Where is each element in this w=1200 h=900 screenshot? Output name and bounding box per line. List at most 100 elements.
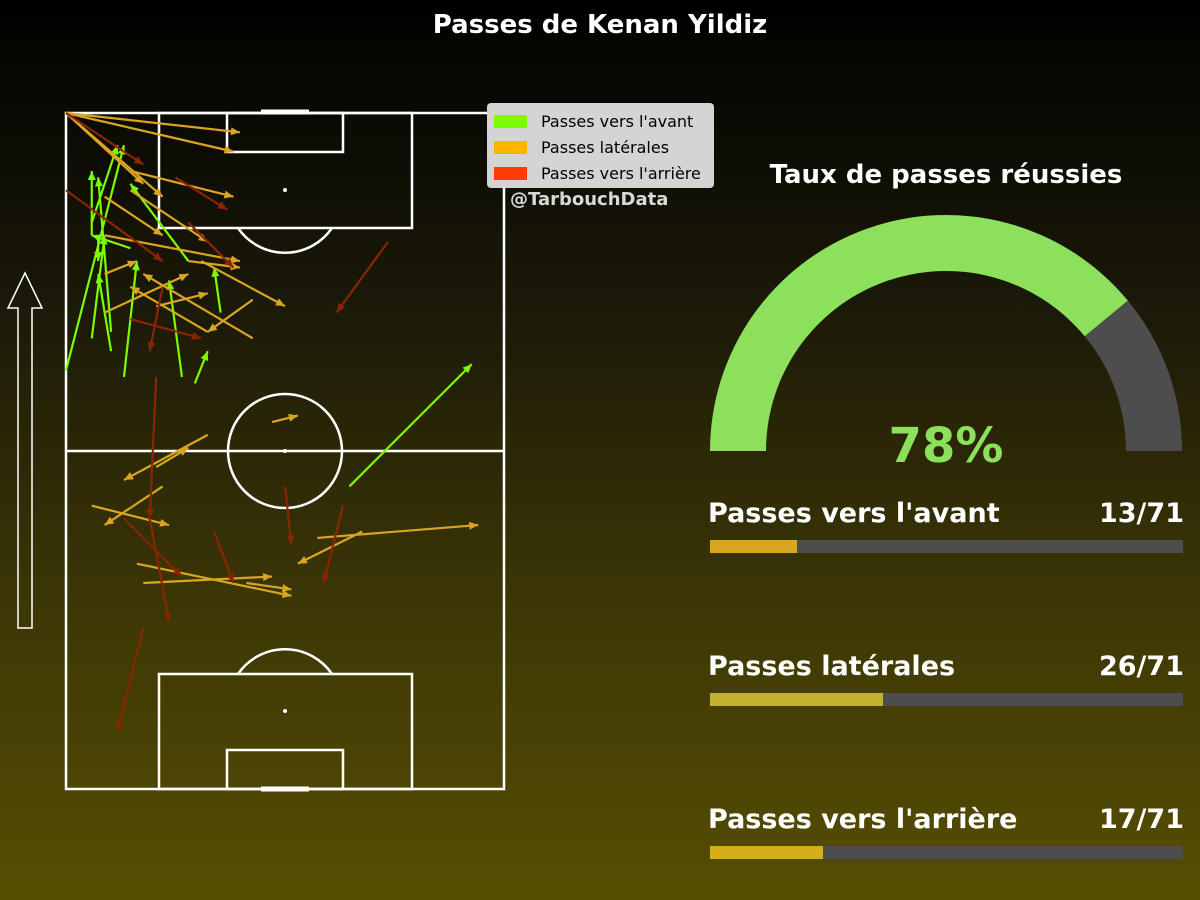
pass-line	[297, 530, 363, 565]
pass-arrowhead	[336, 302, 346, 313]
pass-line	[136, 562, 292, 597]
legend-swatch-lateral	[494, 140, 527, 154]
pass-lateral-27	[129, 285, 209, 333]
pass-forward-3	[94, 177, 113, 332]
pass-lateral-28	[271, 413, 299, 424]
pass-lateral-31	[104, 485, 164, 526]
pass-lateral-19	[104, 234, 241, 264]
center-circle	[226, 392, 344, 510]
pass-line	[64, 144, 126, 371]
pass-line	[65, 112, 145, 185]
pass-arrowhead	[297, 556, 308, 564]
pass-backward-53	[115, 627, 145, 732]
pass-arrowhead	[226, 573, 235, 583]
pass-arrowhead	[200, 351, 209, 362]
pass-arrowhead	[133, 174, 144, 184]
stat-lateral-bar-track	[710, 693, 1183, 706]
pass-line	[91, 504, 170, 527]
pass-lateral-34	[317, 521, 479, 540]
pass-line	[213, 531, 235, 584]
pass-line	[129, 285, 209, 333]
center-spot	[283, 449, 287, 453]
pass-line	[104, 485, 164, 526]
pass-backward-50	[123, 517, 183, 578]
pass-arrowhead	[178, 273, 189, 282]
pass-line	[335, 241, 389, 314]
pass-line	[187, 221, 235, 269]
pass-backward-49	[321, 505, 345, 584]
top-six-yard-box	[225, 111, 345, 154]
legend-label-lateral: Passes latérales	[541, 137, 670, 157]
pass-lateral-24	[155, 291, 208, 308]
credit-watermark: @TarbouchData	[510, 189, 669, 210]
top-penalty-box	[157, 111, 414, 230]
pass-arrowhead	[95, 273, 104, 284]
pass-arrowhead	[223, 190, 234, 199]
pass-backward-46	[65, 112, 144, 166]
pass-arrowhead	[127, 260, 137, 269]
pass-arrowhead	[198, 291, 208, 300]
pass-lateral-37	[246, 581, 292, 593]
pass-arrowhead	[147, 341, 156, 352]
pass-arrowhead	[230, 255, 240, 264]
pass-line	[65, 112, 144, 166]
stat-lateral: Passes latérales 26/71	[708, 651, 1184, 706]
pass-lateral-15	[65, 111, 234, 154]
pass-arrowhead	[286, 534, 295, 545]
pass-backward-42	[65, 189, 164, 262]
pass-line	[104, 234, 241, 263]
bottom-penalty-spot	[283, 709, 287, 713]
pass-line	[283, 486, 293, 545]
pass-arrowhead	[230, 262, 240, 271]
pass-arrowhead	[143, 273, 154, 282]
passes-layer	[64, 111, 479, 732]
legend-item-forward: Passes vers l'avant	[494, 108, 707, 134]
pass-arrowhead	[91, 234, 102, 242]
legend-label-backward: Passes vers l'arrière	[541, 163, 701, 183]
pass-line	[174, 176, 228, 211]
pass-line	[104, 195, 164, 237]
pass-lateral-14	[65, 111, 241, 136]
pass-arrowhead	[104, 516, 115, 526]
legend-label-forward: Passes vers l'avant	[541, 111, 694, 131]
pass-line	[129, 189, 209, 243]
pass-lateral-35	[143, 572, 273, 585]
stat-lateral-bar	[710, 693, 884, 706]
legend-swatch-forward	[494, 114, 527, 128]
top-penalty-arc	[236, 227, 334, 254]
pass-lateral-36	[136, 562, 292, 598]
pass-backward-51	[213, 531, 235, 584]
pass-line	[148, 376, 158, 519]
stat-forward-value: 13/71	[1098, 498, 1184, 529]
pass-forward-0	[64, 144, 126, 371]
pass-arrowhead	[288, 413, 298, 422]
pass-backward-45	[147, 286, 164, 352]
pass-arrowhead	[217, 201, 228, 210]
pass-arrowhead	[94, 252, 103, 262]
stat-forward-bar	[710, 540, 797, 553]
stat-backward-bar-track	[710, 846, 1183, 859]
pass-arrowhead	[94, 177, 103, 187]
pass-line	[130, 317, 202, 340]
pass-backward-40	[174, 176, 228, 211]
bottom-penalty-arc	[236, 648, 334, 675]
pass-backward-44	[130, 317, 202, 340]
pass-lateral-17	[104, 195, 164, 237]
pass-line	[322, 505, 345, 584]
pass-arrowhead	[123, 472, 134, 480]
pass-arrowhead	[133, 156, 144, 165]
pass-arrowhead	[281, 584, 292, 593]
pass-line	[317, 523, 479, 540]
pass-forward-7	[91, 234, 131, 250]
pass-arrowhead	[146, 509, 155, 519]
pass-forward-11	[193, 350, 209, 384]
pass-line	[148, 518, 171, 622]
pass-arrowhead	[115, 721, 124, 732]
pass-forward-4	[87, 170, 96, 236]
pass-forward-12	[211, 267, 222, 313]
pass-lateral-21	[104, 260, 138, 275]
pass-arrowhead	[207, 323, 218, 332]
pass-lateral-26	[142, 273, 254, 340]
pass-arrowhead	[152, 227, 163, 236]
